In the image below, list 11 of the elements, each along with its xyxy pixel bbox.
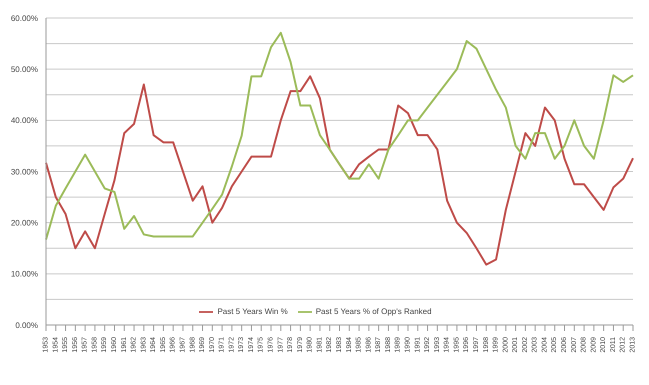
legend-label: Past 5 Years Win % bbox=[217, 307, 288, 316]
y-tick-label: 60.00% bbox=[10, 14, 38, 23]
y-tick-label: 20.00% bbox=[10, 218, 38, 228]
y-tick-label: 30.00% bbox=[10, 167, 38, 176]
y-tick-label: 0.00% bbox=[15, 320, 38, 330]
y-tick-label: 50.00% bbox=[10, 65, 38, 74]
line-series bbox=[45, 75, 634, 266]
line-series bbox=[45, 32, 634, 241]
legend-label: Past 5 Years % of Opp's Ranked bbox=[316, 307, 432, 316]
y-tick-label: 40.00% bbox=[10, 116, 38, 126]
y-tick-label: 10.00% bbox=[10, 270, 38, 279]
